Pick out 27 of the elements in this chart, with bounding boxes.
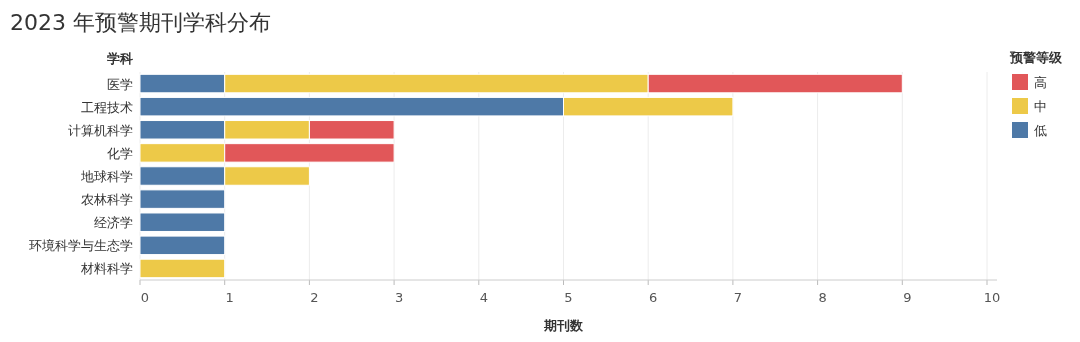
x-tick-label: 6: [649, 290, 658, 305]
x-tick-label: 7: [733, 290, 743, 305]
x-tick-label: 10: [983, 290, 1001, 305]
legend-label: 高: [1034, 75, 1047, 90]
y-tick-label: 材料科学: [80, 261, 133, 277]
y-tick-label: 化学: [107, 145, 133, 161]
y-axis-title: 学科: [107, 51, 133, 66]
legend-title: 预警等级: [1009, 50, 1063, 65]
x-tick-label: 8: [818, 290, 827, 305]
x-tick-label: 0: [140, 290, 150, 305]
chart-title: 2023 年预警期刊学科分布: [10, 10, 271, 35]
x-tick-label: 5: [564, 290, 573, 305]
y-tick-label: 医学: [107, 76, 133, 92]
x-tick-label: 4: [479, 290, 488, 305]
y-tick-label: 计算机科学: [68, 122, 133, 138]
y-tick-label: 经济学: [94, 215, 133, 231]
y-tick-label: 工程技术: [81, 99, 133, 115]
y-tick-label: 农林科学: [81, 192, 133, 208]
x-tick-label: 3: [394, 290, 404, 305]
x-axis-title: 期刊数: [543, 318, 584, 333]
legend-label: 中: [1034, 99, 1047, 114]
legend-label: 低: [1034, 123, 1047, 138]
x-tick-label: 2: [310, 290, 319, 305]
x-tick-label: 1: [225, 290, 234, 305]
y-tick-label: 环境科学与生态学: [29, 238, 133, 254]
x-tick-label: 9: [903, 290, 912, 305]
y-tick-label: 地球科学: [80, 169, 133, 184]
